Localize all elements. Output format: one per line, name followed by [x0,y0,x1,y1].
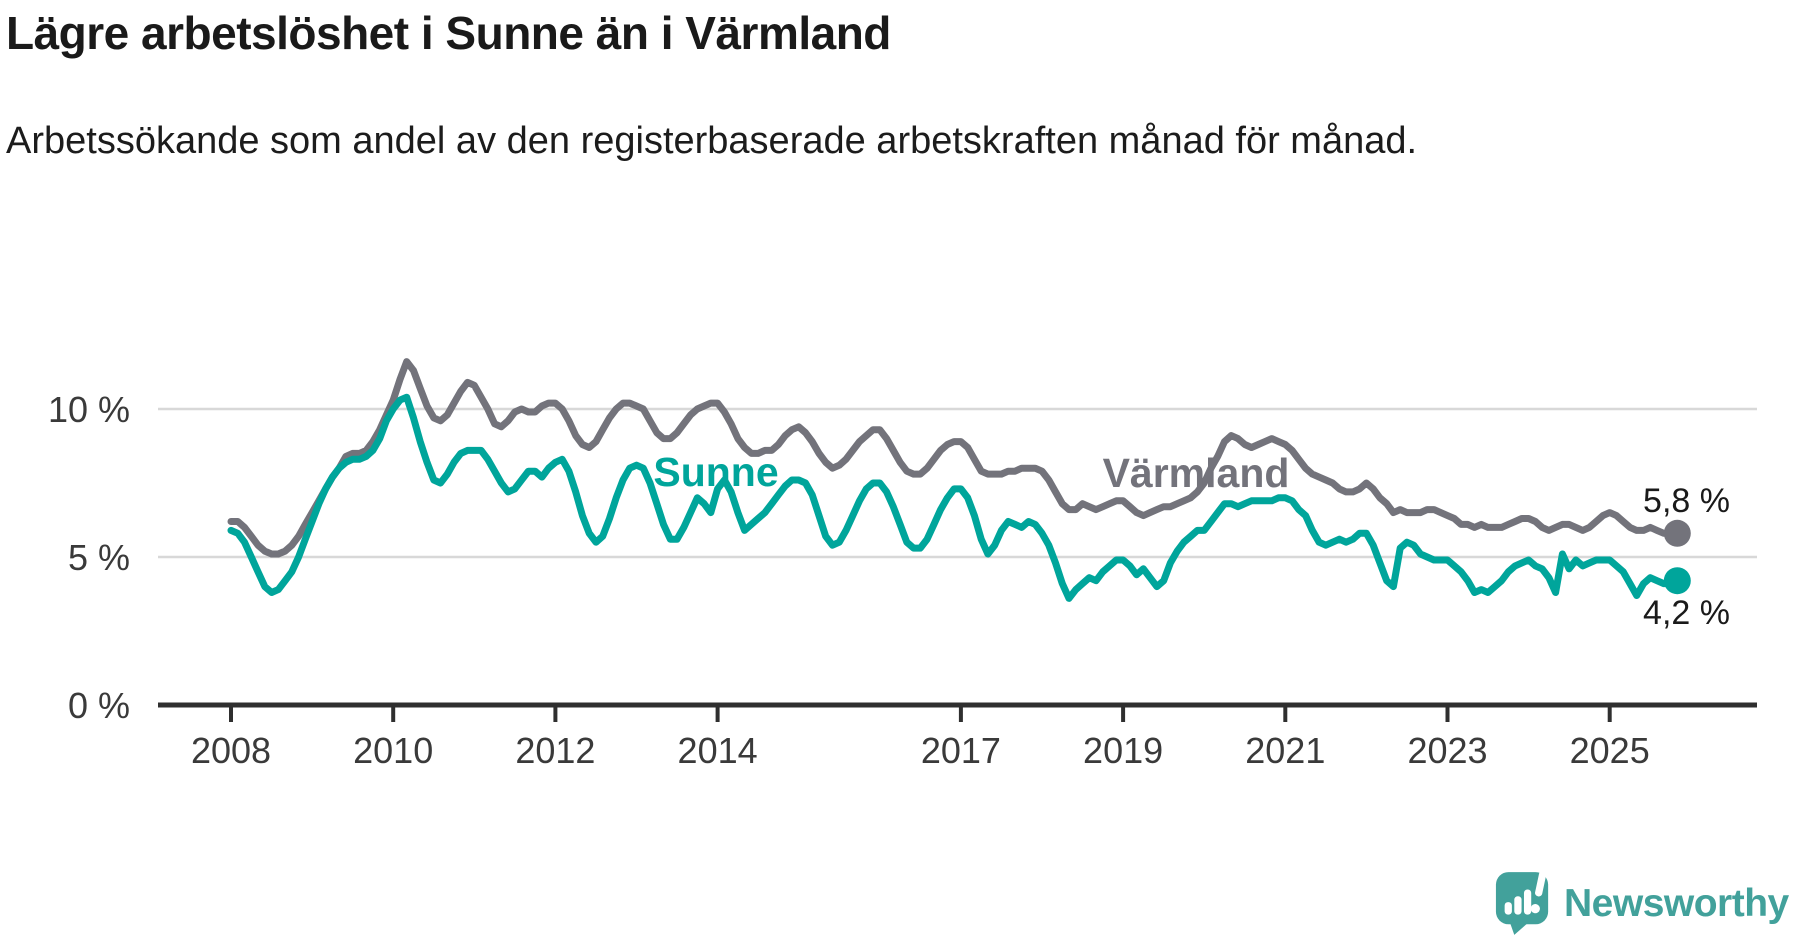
x-tick-label-2008: 2008 [191,730,271,771]
varmland-end-value-label: 5,8 % [1643,482,1730,520]
x-tick-label-2019: 2019 [1083,730,1163,771]
sunne-end-value-label: 4,2 % [1643,594,1730,632]
series-layer [227,358,1691,602]
x-tick-label-2012: 2012 [515,730,595,771]
series-end-dot-sunne [1663,567,1691,595]
series-label-layer: Sunne Värmland 5,8 % 4,2 % [653,449,1730,632]
series-end-dot-värmland [1663,519,1691,547]
x-tick-label-2025: 2025 [1570,730,1650,771]
x-tick-label-2010: 2010 [353,730,433,771]
x-tick-label-2014: 2014 [678,730,758,771]
newsworthy-footer: Newsworthy [1494,870,1789,938]
gridline-layer [158,407,1757,559]
y-tick-label-5: 5 % [68,537,130,578]
sunne-series-label: Sunne [653,449,778,495]
x-tick-label-2023: 2023 [1407,730,1487,771]
y-tick-label-10: 10 % [48,389,130,430]
x-tick-label-2021: 2021 [1245,730,1325,771]
chart-subtitle: Arbetssökande som andel av den registerb… [6,120,1418,162]
y-tick-label-0: 0 % [68,685,130,726]
series-line-sunne [227,393,1681,602]
newsworthy-bubble-barchart-icon [1495,870,1549,935]
newsworthy-brand-text: Newsworthy [1564,882,1789,925]
page-title: Lägre arbetslöshet i Sunne än i Värmland [6,7,891,59]
x-tick-label-2017: 2017 [921,730,1001,771]
series-line-värmland [227,358,1681,558]
axis-layer: 0 % 5 % 10 % 2008 2010 2012 2014 2017 2019 2021 20… [48,389,1757,771]
varmland-series-label: Värmland [1103,450,1290,496]
